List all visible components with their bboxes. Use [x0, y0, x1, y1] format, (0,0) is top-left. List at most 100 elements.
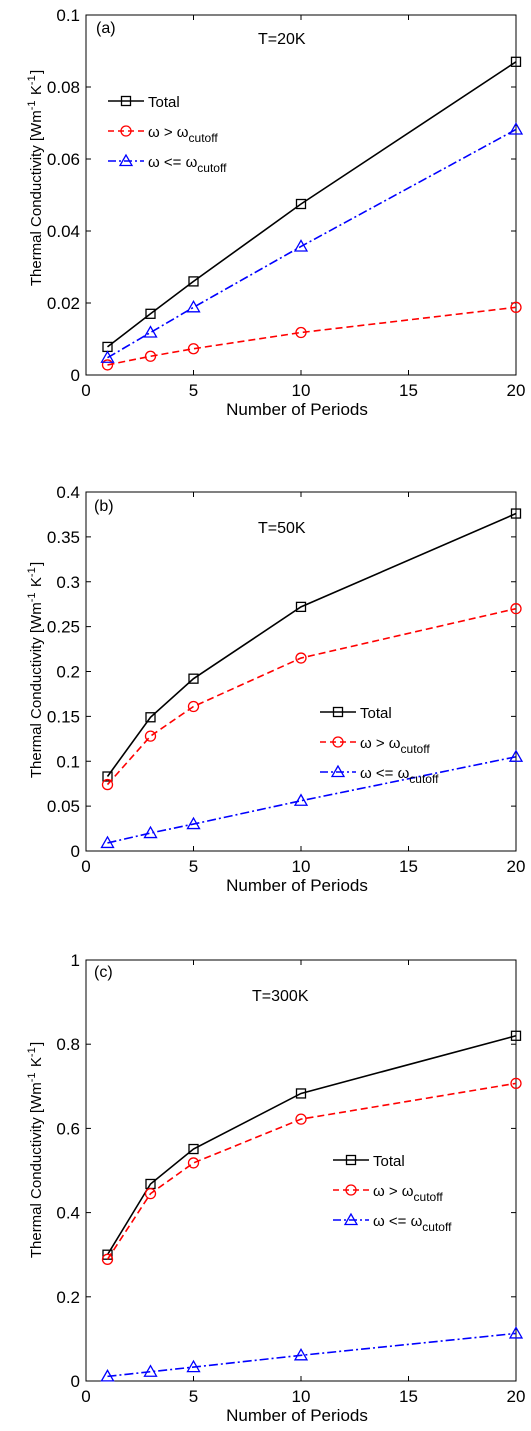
x-axis-label: Number of Periods [226, 1406, 368, 1425]
y-tick-label: 0 [71, 1372, 80, 1391]
temperature-annotation: T=300K [252, 988, 309, 1005]
series-square [102, 56, 522, 353]
data-point [295, 1113, 307, 1125]
series-circle [101, 301, 522, 371]
legend-marker [118, 153, 134, 167]
data-point [144, 730, 157, 742]
data-point [187, 343, 200, 355]
data-point [187, 1157, 200, 1169]
legend-label: Total [360, 705, 392, 722]
y-tick-label: 0 [71, 842, 80, 861]
legend-entry: Total [108, 94, 180, 111]
data-point [186, 1359, 201, 1373]
data-point [144, 1188, 157, 1200]
y-tick-label: 0.6 [56, 1119, 80, 1138]
x-tick-label: 0 [81, 1387, 90, 1406]
data-point [508, 122, 524, 135]
legend-label: ω <= ωcutoff [373, 1213, 452, 1234]
data-point [188, 1143, 199, 1155]
series-circle [101, 1077, 522, 1265]
data-point [101, 1253, 114, 1265]
legend-marker [332, 706, 344, 718]
series-triangle [100, 1326, 524, 1382]
x-tick-label: 15 [399, 381, 418, 400]
x-axis-label: Number of Periods [226, 400, 368, 419]
x-tick-label: 10 [292, 381, 311, 400]
legend-entry: Total [333, 1153, 405, 1170]
data-point [143, 1364, 158, 1377]
data-point [510, 508, 522, 519]
x-tick-label: 10 [292, 857, 311, 876]
data-point [102, 771, 113, 782]
series-line [107, 1332, 517, 1378]
y-tick-label: 0.8 [56, 1035, 80, 1054]
series-line [107, 755, 517, 844]
data-point [295, 1088, 307, 1099]
legend-marker [120, 95, 132, 107]
legend-marker [343, 1212, 359, 1226]
y-tick-label: 0.4 [56, 483, 80, 502]
plot-area [85, 14, 517, 376]
y-tick-label: 0.1 [56, 6, 80, 25]
y-tick-label: 0.2 [56, 1288, 80, 1307]
x-tick-label: 0 [81, 857, 90, 876]
data-point [510, 1030, 522, 1041]
data-point [144, 350, 157, 362]
data-point [100, 835, 115, 849]
data-point [293, 793, 309, 806]
x-tick-label: 20 [507, 857, 526, 876]
chart-panel-1: 0 5 10 15 20 0 0.02 0.04 0.06 0.08 0.1 Number of Pe… [26, 6, 525, 419]
legend-label: Total [373, 1153, 405, 1170]
x-tick-label: 5 [189, 381, 198, 400]
y-axis-label: Thermal Conductivity [Wm-1 K-1 ] [26, 562, 45, 778]
plot-area [85, 959, 517, 1382]
plot-area [85, 491, 517, 852]
series-line [106, 512, 517, 777]
data-point [508, 1326, 524, 1339]
data-point [101, 359, 114, 371]
y-tick-label: 1 [71, 951, 80, 970]
x-tick-label: 10 [292, 1387, 311, 1406]
data-point [295, 652, 307, 664]
x-tick-label: 20 [507, 1387, 526, 1406]
panel-label: (b) [94, 498, 114, 515]
series-line [106, 1082, 517, 1260]
legend-label: ω <= ωcutoff [360, 765, 439, 786]
x-tick-label: 0 [81, 381, 90, 400]
data-point [508, 749, 524, 762]
series-triangle [100, 749, 524, 849]
panel-label: (c) [94, 964, 113, 981]
y-tick-label: 0.25 [47, 618, 80, 637]
series-square [102, 508, 522, 782]
data-point [100, 1369, 115, 1382]
y-tick-label: 0.08 [47, 78, 80, 97]
x-axis-label: Number of Periods [226, 876, 368, 895]
data-point [143, 825, 158, 839]
series-line [107, 306, 517, 366]
data-point [188, 276, 199, 287]
x-tick-label: 15 [399, 1387, 418, 1406]
y-tick-label: 0.3 [56, 573, 80, 592]
x-tick-label: 5 [189, 857, 198, 876]
data-point [101, 778, 114, 791]
y-tick-label: 0.2 [56, 663, 80, 682]
series-line [106, 607, 517, 786]
data-point [510, 301, 522, 313]
x-tick-label: 5 [189, 1387, 198, 1406]
data-point [510, 56, 522, 67]
y-tick-label: 0.15 [47, 707, 80, 726]
legend-marker [332, 736, 344, 748]
y-tick-label: 0.06 [47, 150, 80, 169]
data-point [293, 239, 309, 252]
panel-label: (a) [96, 20, 116, 37]
legend-entry: ω > ωcutoff [333, 1183, 443, 1204]
legend-marker [330, 764, 346, 778]
data-point [293, 1348, 309, 1361]
legend-entry: ω <= ωcutoff [108, 153, 227, 175]
legend-marker [345, 1184, 357, 1196]
chart-panel-3: 0 5 10 15 20 0 0.2 0.4 0.6 0.8 1 Number of Periods T… [26, 951, 525, 1425]
x-tick-label: 20 [507, 381, 526, 400]
legend-label: ω <= ωcutoff [148, 154, 227, 175]
legend-label: Total [148, 94, 180, 111]
